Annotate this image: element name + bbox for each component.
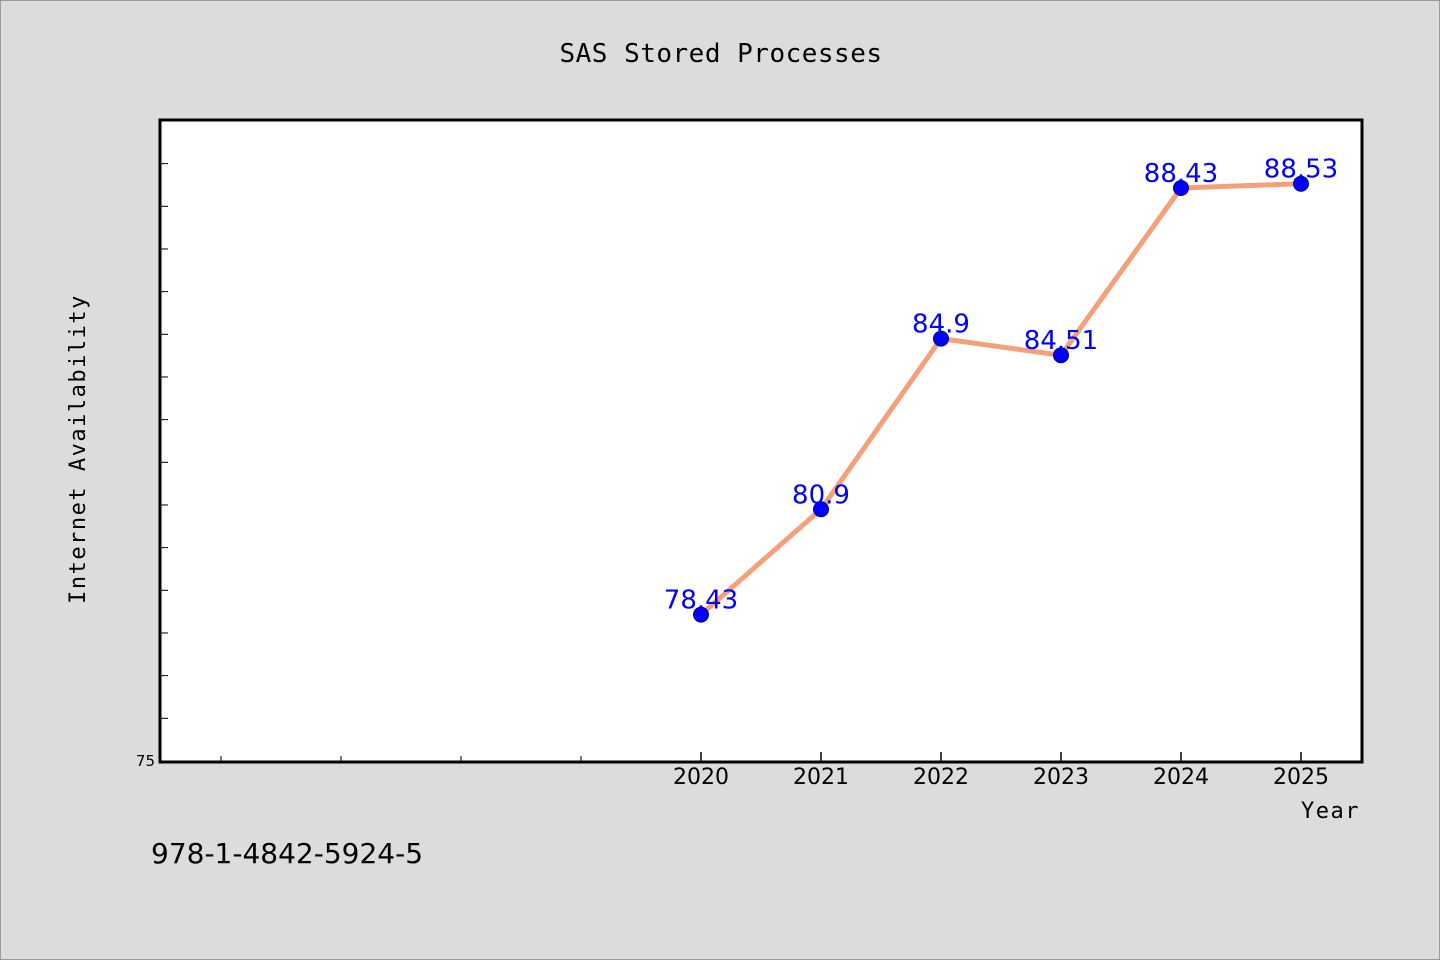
x-tick-label: 2020 [673,765,729,790]
data-label: 84.9 [912,310,970,340]
data-label: 80.9 [792,480,850,510]
x-tick-label: 2022 [913,765,969,790]
data-point-marker [813,501,829,518]
x-tick-label: 2025 [1273,765,1329,790]
data-label: 88.43 [1144,159,1218,189]
x-axis-label: Year [1301,799,1360,824]
data-point-marker [1293,175,1309,192]
chart-title: SAS Stored Processes [559,39,882,69]
series-layer: 78.43 80.9 84.9 84.51 88.43 88.53 [664,155,1338,623]
x-tick-label: 2024 [1153,765,1209,790]
series-line [698,181,1304,618]
data-point-marker [1053,347,1069,364]
plot-area [158,118,1364,764]
y-axis-label: Internet Availability [66,294,91,604]
footer-identifier: 978-1-4842-5924-5 [151,837,423,870]
data-point-marker [693,606,709,623]
y-axis-ticks: 75 [136,163,168,770]
data-label: 78.43 [664,586,738,616]
x-axis-ticks: 2020 2021 2022 2023 2024 2025 [220,752,1329,790]
data-label: 88.53 [1264,155,1338,185]
data-point-marker [1173,179,1189,196]
data-point-marker [933,330,949,347]
y-tick-label: 75 [136,752,155,770]
x-tick-label: 2021 [793,765,849,790]
data-label: 84.51 [1024,326,1098,356]
x-tick-label: 2023 [1033,765,1089,790]
